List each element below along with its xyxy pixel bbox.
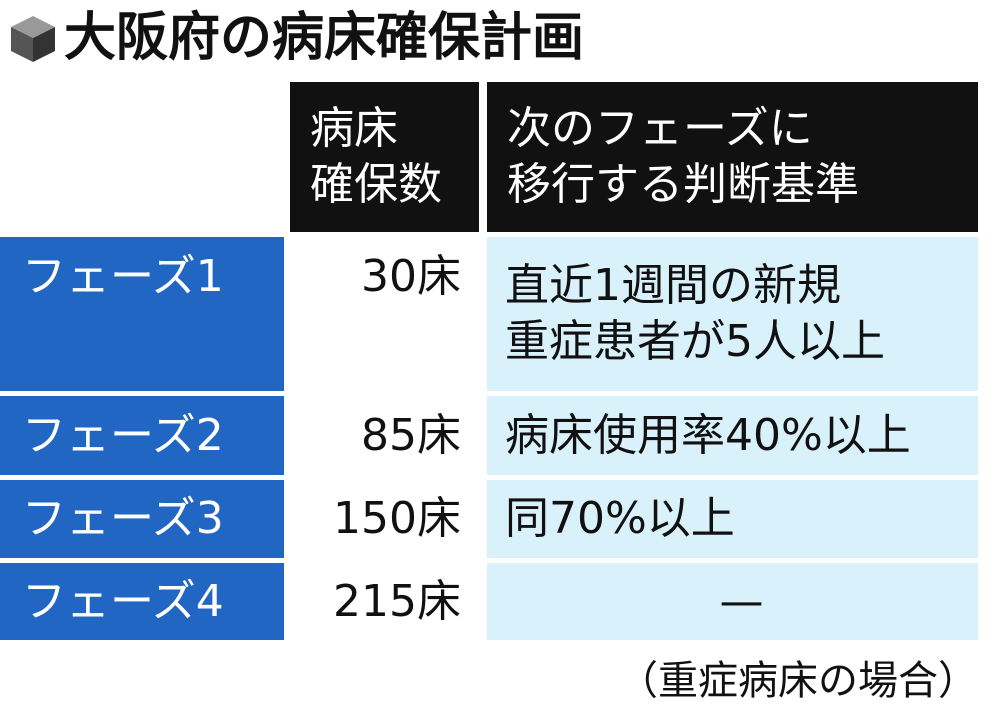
phase: フェーズ3	[0, 480, 284, 558]
beds: 215床	[290, 563, 479, 640]
cell-text: 215床	[333, 575, 461, 627]
criteria: —	[487, 563, 978, 640]
cell-text: 直近1週間の新規	[505, 260, 841, 311]
cell-text: 同70%以上	[505, 493, 735, 544]
cube-icon	[11, 16, 55, 62]
header-criteria: 次のフェーズに 移行する判断基準	[487, 82, 978, 232]
cell-text: 85床	[361, 409, 461, 461]
header-beds: 病床 確保数	[290, 82, 479, 232]
cell-text: 確保数	[310, 159, 442, 210]
cell-text: フェーズ4	[22, 575, 224, 627]
cell-text: 30床	[361, 251, 461, 302]
cell-text: 次のフェーズに	[507, 103, 813, 154]
cell-text: フェーズ1	[22, 251, 224, 302]
note: （重症病床の場合）	[618, 658, 978, 704]
cell-text: フェーズ2	[22, 409, 224, 461]
cell-text: 150床	[333, 493, 461, 544]
cell-text: 病床使用率40%以上	[505, 409, 911, 461]
beds: 30床	[290, 237, 479, 391]
criteria: 直近1週間の新規 重症患者が5人以上	[487, 237, 978, 391]
beds: 150床	[290, 480, 479, 558]
title: 大阪府の病床確保計画	[64, 8, 585, 68]
cell-text: 病床	[310, 103, 398, 154]
criteria: 同70%以上	[487, 480, 978, 558]
phase: フェーズ2	[0, 396, 284, 475]
cell-text: —	[719, 575, 764, 627]
cell-text: 重症患者が5人以上	[505, 316, 885, 367]
cell-text: フェーズ3	[22, 493, 224, 544]
cell-text: 移行する判断基準	[507, 159, 859, 210]
beds: 85床	[290, 396, 479, 475]
criteria: 病床使用率40%以上	[487, 396, 978, 475]
phase: フェーズ1	[0, 237, 284, 391]
phase: フェーズ4	[0, 563, 284, 640]
